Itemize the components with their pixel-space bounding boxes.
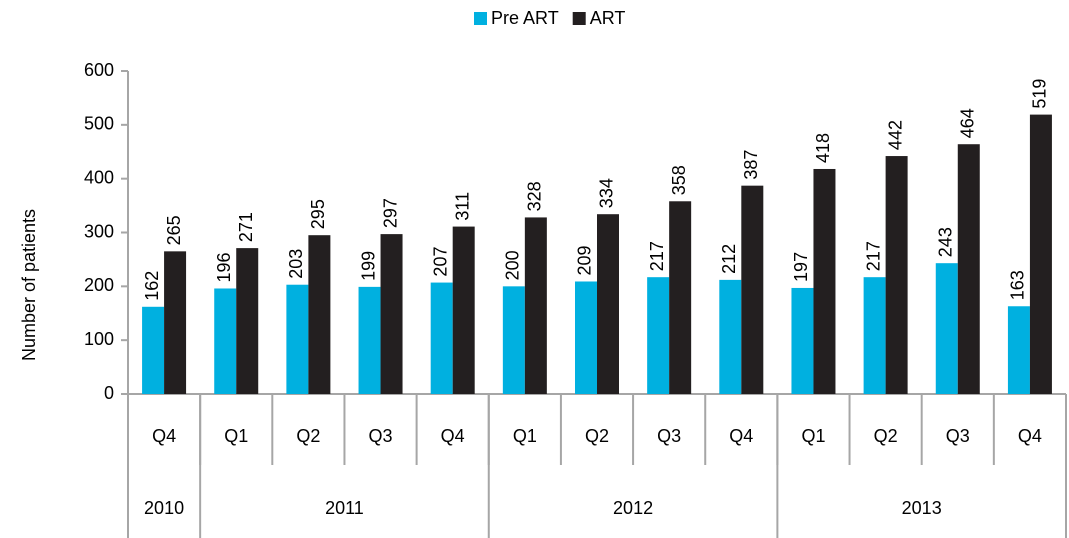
x-tick-label: Q4 — [729, 426, 753, 446]
data-label: 418 — [813, 133, 833, 163]
bar — [597, 214, 619, 394]
x-tick-label: Q1 — [224, 426, 248, 446]
bar — [935, 263, 958, 394]
data-label: 311 — [452, 192, 472, 221]
bar — [286, 284, 309, 394]
y-tick-label: 0 — [104, 383, 114, 403]
bar — [813, 168, 836, 394]
data-label: 295 — [308, 199, 328, 229]
bar — [957, 144, 980, 394]
x-tick-label: Q3 — [946, 426, 970, 446]
data-label: 297 — [380, 198, 400, 228]
data-label: 203 — [286, 249, 306, 279]
data-label: 271 — [236, 212, 256, 242]
bar — [575, 281, 597, 394]
bar — [214, 288, 237, 394]
x-tick-label: Q4 — [441, 426, 465, 446]
group-label: 2011 — [325, 498, 364, 518]
data-label: 464 — [958, 108, 978, 138]
x-tick-label: Q4 — [152, 426, 176, 446]
bar — [741, 185, 764, 394]
data-label: 243 — [936, 227, 956, 257]
y-tick-label: 200 — [84, 275, 114, 295]
bar — [380, 234, 403, 394]
bar — [524, 217, 547, 394]
x-tick-label: Q2 — [296, 426, 320, 446]
y-axis-label: Number of patients — [19, 209, 39, 361]
x-tick-label: Q2 — [585, 426, 609, 446]
data-label: 387 — [741, 150, 761, 180]
x-tick-label: Q3 — [369, 426, 393, 446]
y-tick-label: 100 — [84, 329, 114, 349]
bar — [164, 251, 187, 394]
group-label: 2013 — [902, 498, 942, 518]
x-tick-label: Q1 — [513, 426, 537, 446]
data-label: 212 — [719, 244, 739, 274]
data-label: 519 — [1030, 79, 1050, 109]
bar — [1007, 306, 1030, 394]
bar — [647, 277, 670, 394]
bar — [669, 201, 692, 394]
x-tick-label: Q2 — [874, 426, 898, 446]
data-label: 442 — [885, 120, 905, 150]
data-label: 197 — [791, 252, 811, 282]
data-label: 358 — [669, 165, 689, 195]
y-tick-label: 400 — [84, 167, 114, 187]
bar — [358, 286, 381, 394]
data-label: 217 — [647, 241, 667, 271]
data-label: 209 — [575, 245, 595, 275]
bar — [1029, 114, 1052, 394]
y-tick-label: 500 — [84, 114, 114, 134]
group-label: 2012 — [613, 498, 653, 518]
data-label: 162 — [142, 271, 162, 301]
data-label: 217 — [863, 241, 883, 271]
bar — [719, 279, 742, 394]
x-tick-label: Q1 — [801, 426, 825, 446]
legend-swatch — [474, 12, 487, 25]
bar — [430, 282, 453, 394]
bar — [885, 156, 908, 394]
data-label: 334 — [597, 178, 617, 208]
data-label: 163 — [1008, 270, 1028, 300]
legend-swatch — [572, 12, 586, 25]
x-tick-label: Q3 — [657, 426, 681, 446]
bar — [236, 248, 259, 394]
data-label: 207 — [430, 247, 450, 277]
group-label: 2010 — [144, 498, 184, 518]
bar — [142, 306, 165, 394]
bar — [863, 277, 886, 394]
data-label: 265 — [164, 215, 184, 245]
bar — [452, 226, 475, 394]
data-label: 328 — [525, 181, 545, 211]
y-tick-label: 600 — [84, 60, 114, 80]
bar — [308, 235, 331, 394]
legend-label: ART — [590, 8, 626, 28]
data-label: 196 — [214, 252, 234, 282]
bar — [502, 286, 525, 394]
data-label: 200 — [503, 250, 523, 280]
legend-label: Pre ART — [491, 8, 559, 28]
y-tick-label: 300 — [84, 221, 114, 241]
data-label: 199 — [358, 251, 378, 281]
x-tick-label: Q4 — [1018, 426, 1042, 446]
bar — [791, 287, 814, 394]
